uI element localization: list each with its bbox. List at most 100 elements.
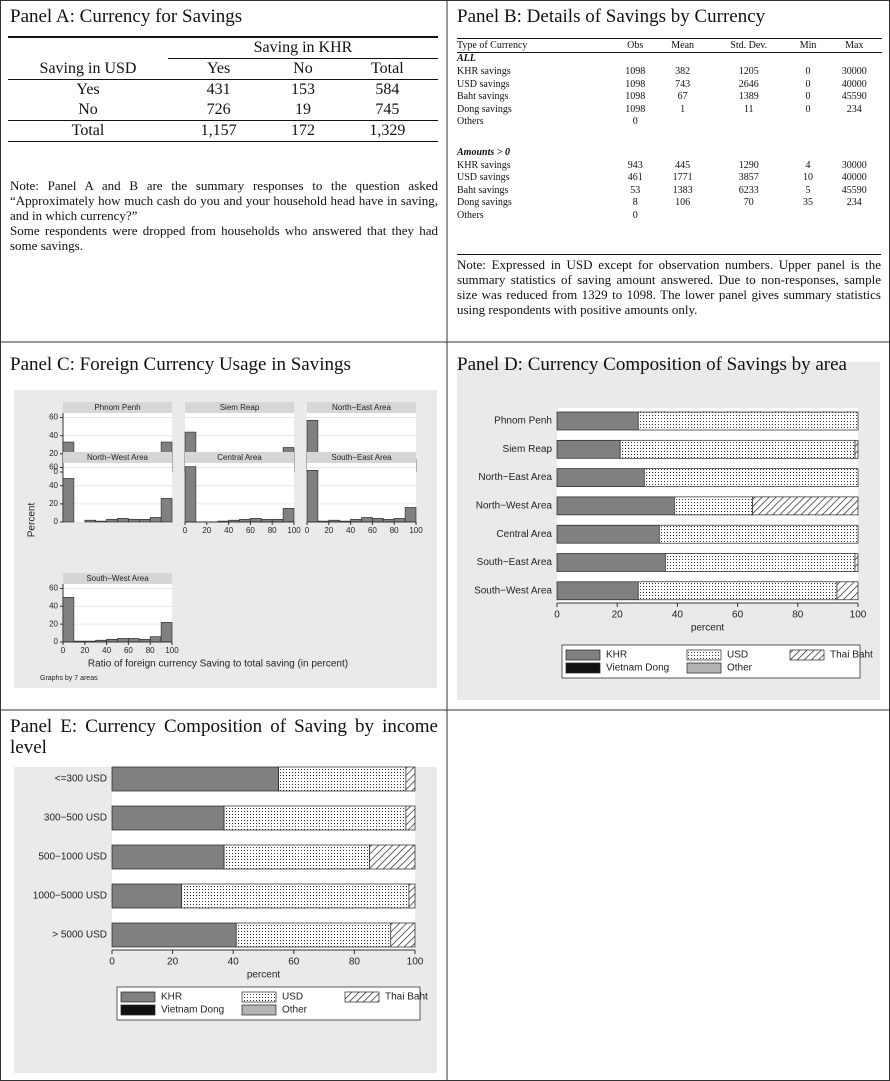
legend-label: USD [282,992,303,1003]
column-header: Yes [168,58,270,80]
bar-segment [556,524,660,544]
cell: 1,157 [168,120,270,142]
x-tick-label: 100 [850,610,867,621]
cell: KHR savings [457,65,511,77]
table-row: No 726 19 745 [8,100,438,121]
bar [106,518,118,523]
x-tick-label: 60 [732,610,744,621]
cell: 45590 [841,91,867,103]
bar-segment [405,805,416,831]
bar-segment [854,553,859,572]
table: Saving in KHR Saving in USD Yes No Total Yes 4… [8,36,438,142]
bar-segment [665,553,856,572]
cell: 106 [675,197,691,209]
bar-segment [111,844,225,870]
legend-swatch [565,649,601,661]
table-row: Baht savings 1098 67 1389 0 45590 [457,90,882,103]
panel-title: Panel A: Currency for Savings [10,6,243,27]
bar-segment [556,553,666,572]
cell: USD savings [457,78,510,90]
table-row: Yes 431 153 584 [8,80,438,101]
header-row: Saving in USD Yes No Total [8,58,438,80]
y-tick-label: 60 [49,413,58,422]
cell: 153 [290,81,315,98]
x-tick-label: 0 [554,610,560,621]
panel-title: Panel B: Details of Savings by Currency [457,6,766,27]
cell: Yes [76,81,100,98]
x-tick-label: 80 [792,610,804,621]
cell: Others [457,209,484,221]
cell: Baht savings [457,184,509,196]
x-tick-label: 80 [146,646,155,655]
bar-segment [111,805,225,831]
bar-segment [556,496,675,516]
bar-segment [405,766,416,792]
legend-label: USD [727,650,748,661]
cell: 35 [803,197,814,209]
cell: 40000 [841,172,867,184]
bar [62,597,75,643]
cell: 234 [846,103,862,115]
cell [457,128,882,146]
bar [404,507,417,523]
cell: Dong savings [457,197,512,209]
section-label: Amounts > 0 [457,146,510,158]
legend-label: KHR [161,992,182,1003]
legend-swatch [241,1004,277,1016]
x-tick-label: 20 [202,526,211,535]
cell: 0 [805,78,811,90]
y-axis-label: Percent [27,503,38,538]
legend-label: Vietnam Dong [606,663,669,674]
spacer [457,128,882,146]
legend-swatch [789,649,825,661]
y-tick-label: 60 [49,463,58,472]
y-tick-label: 0 [54,517,59,526]
bar-segment [223,805,407,831]
x-tick-label: 60 [368,526,377,535]
column-header: Mean [657,38,708,53]
x-tick-label: 80 [268,526,277,535]
legend-label: Thai Baht [385,992,428,1003]
table-row: Baht savings 53 1383 6233 5 45590 [457,184,882,197]
column-header: Min [789,38,827,53]
cell: 1205 [738,65,759,77]
bar-segment [752,496,859,516]
bar-segment [556,468,645,487]
bar-segment [658,524,859,544]
x-tick-label: 0 [109,957,115,968]
cell: 8 [632,197,638,209]
note: Note: Panel A and B are the summary resp… [10,178,438,253]
legend-label: Vietnam Dong [161,1005,224,1016]
x-tick-label: 60 [288,957,300,968]
column-header: Total [336,58,438,80]
cell: 53 [630,184,641,196]
x-tick-label: 40 [228,957,240,968]
cell: 1098 [625,65,646,77]
bar-segment [619,439,856,459]
cell: 382 [675,65,691,77]
bar-segment [674,496,754,516]
legend-label: Thai Baht [830,650,873,661]
table-row: Others 0 [457,209,882,222]
legend-swatch [565,662,601,674]
category-label: 300−500 USD [44,813,107,824]
bar-segment [111,883,183,909]
cell: 0 [632,116,638,128]
section-row: ALL [457,52,882,65]
bar [372,518,384,523]
note-line: Some respondents were dropped from house… [10,223,438,253]
column-header: Obs [613,38,658,53]
bar [95,520,107,523]
bar [393,518,406,523]
cell: KHR savings [457,159,511,171]
bar-segment [556,411,639,431]
cell: Others [457,116,484,128]
bar-segment [556,439,621,459]
bar [128,638,140,643]
cell: 172 [269,120,337,142]
header-row: Saving in KHR [8,37,438,59]
strip-label: Phnom Penh [94,403,140,412]
cell: 461 [627,172,643,184]
cell: 40000 [841,78,867,90]
